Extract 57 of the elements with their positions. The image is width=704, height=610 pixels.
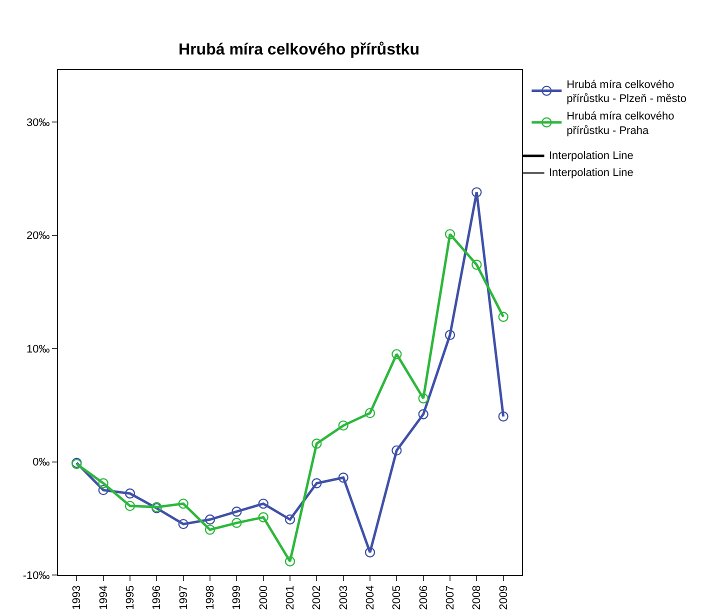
text: Interpolation Line (549, 150, 634, 162)
point (472, 260, 482, 270)
point (232, 518, 242, 528)
point (472, 187, 482, 198)
point (498, 411, 508, 422)
x-tick-label: 2001 (284, 585, 297, 610)
y-tick-label: -10‰ (22, 570, 50, 582)
x-tick-label: 2000 (258, 585, 270, 610)
y-tick-label: 0‰ (32, 456, 50, 469)
x-tick-label: 2008 (471, 585, 484, 610)
x-tick-label: 2007 (444, 585, 457, 610)
point (178, 518, 188, 530)
point (124, 488, 136, 499)
point (284, 556, 296, 567)
point (124, 500, 136, 512)
y-tick-label: 20‰ (26, 230, 50, 242)
point (312, 478, 322, 488)
point (444, 229, 456, 240)
point (392, 445, 402, 456)
point (204, 524, 216, 535)
point (98, 478, 108, 488)
x-tick-label: 2004 (364, 585, 377, 610)
x-tick-label: 2005 (391, 585, 404, 610)
x-tick-label: 1996 (151, 585, 164, 610)
point (338, 472, 348, 483)
point (258, 512, 268, 522)
point (98, 484, 108, 496)
legend-label: Hrubá míra celkového přírůstku - Plzeň - město (566, 78, 686, 106)
x-tick-label: 2002 (311, 585, 324, 610)
x-tick-label: 2009 (498, 585, 510, 610)
x-tick-label: 2003 (338, 585, 350, 610)
x-tick-label: 1997 (178, 585, 190, 610)
point (258, 498, 268, 509)
point (418, 409, 428, 420)
legend-label: Hrubá míra celkového přírůstku - Praha (566, 110, 674, 137)
y-tick-label: 10‰ (26, 343, 50, 356)
y-tick-label: 30‰ (26, 116, 50, 129)
point (364, 547, 376, 558)
point (284, 514, 296, 525)
point (178, 498, 188, 509)
point (418, 393, 428, 404)
x-tick-label: 1995 (124, 585, 137, 610)
point (232, 506, 242, 517)
point (392, 349, 402, 360)
x-tick-label: 1999 (231, 585, 244, 610)
text: Interpolation Line (549, 167, 634, 179)
chart-title: Hrubá míra celkového přírůstku (178, 41, 420, 58)
point (204, 514, 216, 525)
x-tick-label: 1998 (204, 585, 217, 610)
x-tick-label: 1994 (98, 585, 110, 610)
point (364, 408, 376, 418)
point (498, 312, 508, 322)
point (312, 438, 322, 449)
x-tick-label: 1993 (71, 585, 84, 610)
x-tick-label: 2006 (418, 585, 430, 610)
point (338, 420, 348, 431)
point (444, 330, 456, 340)
